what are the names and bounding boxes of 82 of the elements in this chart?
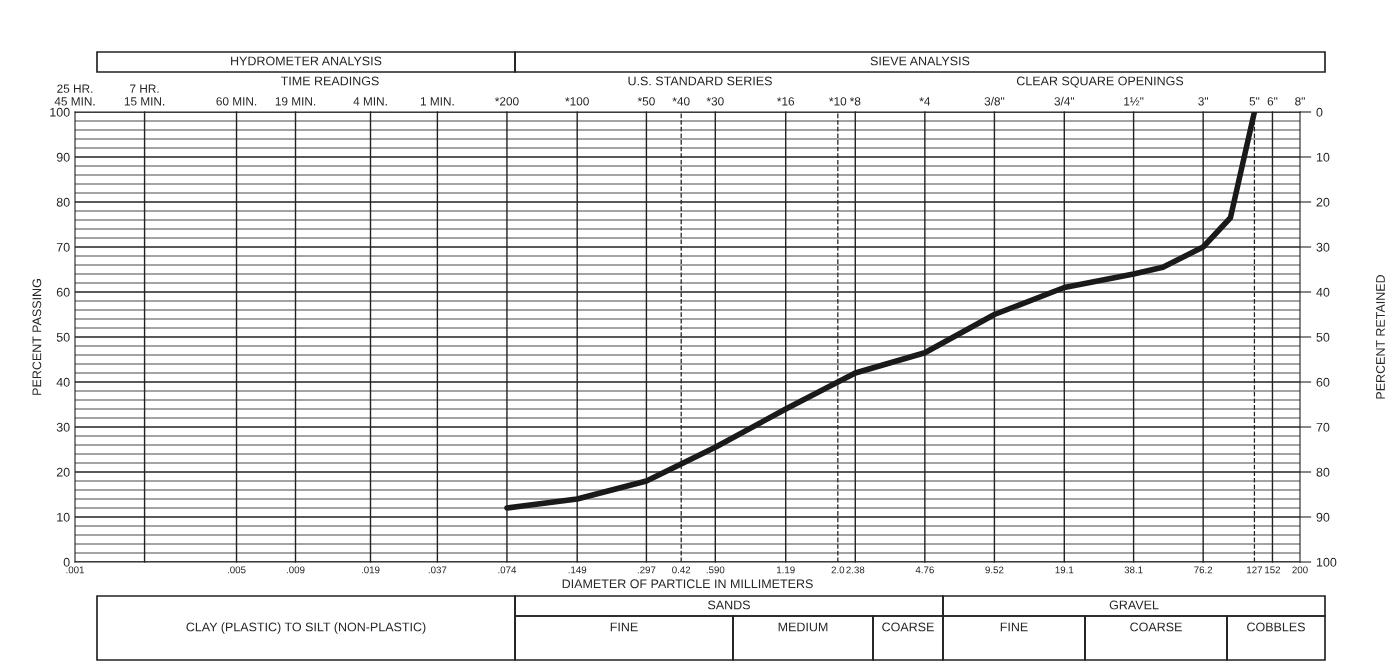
x-tick-label: .001 bbox=[66, 566, 84, 574]
text: HYDROMETER ANALYSIS bbox=[231, 56, 382, 66]
annotation: 3/4" bbox=[1054, 96, 1075, 106]
text: COARSE bbox=[882, 622, 934, 632]
x-tick-label: 0.42 bbox=[672, 566, 691, 574]
text: FINE bbox=[610, 622, 638, 632]
y-tick-label: 100 bbox=[50, 107, 70, 117]
x-tick-label: 38.1 bbox=[1124, 566, 1143, 574]
x-tick-label: 2.0 bbox=[831, 566, 845, 574]
y2-tick-label: 90 bbox=[1316, 512, 1330, 522]
text: TIME READINGS bbox=[280, 76, 379, 86]
y2-tick-label: 0 bbox=[1316, 107, 1323, 117]
x-tick-label: .009 bbox=[286, 566, 305, 574]
text: COBBLES bbox=[1247, 622, 1305, 632]
annotation: 5" bbox=[1249, 97, 1260, 106]
y-tick-label: 0 bbox=[63, 557, 70, 567]
y-tick-label: 90 bbox=[56, 152, 70, 162]
annotation: *16 bbox=[777, 97, 795, 106]
annotation: *4 bbox=[919, 97, 931, 106]
text: 25 HR. 45 MIN. bbox=[54, 84, 95, 106]
text: GRAVEL bbox=[1109, 600, 1159, 610]
x-tick-label: .297 bbox=[637, 566, 656, 574]
y-tick-label: 10 bbox=[57, 512, 70, 522]
text: CLEAR SQUARE OPENINGS bbox=[1016, 76, 1184, 88]
y-tick-label: 60 bbox=[56, 287, 70, 297]
x-tick-label: .590 bbox=[706, 566, 725, 574]
annotation: 1½" bbox=[1124, 97, 1144, 106]
annotation: *30 bbox=[706, 97, 724, 106]
y-tick-label: 20 bbox=[56, 467, 70, 477]
annotation: 7 HR. 15 MIN. bbox=[124, 84, 165, 106]
annotation: *8 bbox=[849, 97, 861, 106]
x-tick-label: 9.52 bbox=[985, 566, 1004, 574]
y2-tick-label: 10 bbox=[1316, 152, 1330, 162]
y-tick-label: 30 bbox=[56, 422, 70, 432]
annotation: 1 MIN. bbox=[420, 97, 454, 106]
x-tick-label: 19.1 bbox=[1055, 566, 1074, 574]
text: SIEVE ANALYSIS bbox=[870, 56, 970, 66]
x-axis-title: DIAMETER OF PARTICLE IN MILLIMETERS bbox=[562, 579, 813, 589]
annotation: *50 bbox=[637, 97, 655, 106]
x-tick-label: .149 bbox=[568, 566, 587, 574]
y2-tick-label: 70 bbox=[1316, 422, 1330, 432]
text: 8" bbox=[1295, 97, 1305, 106]
annotation: *100 bbox=[565, 97, 589, 106]
annotation: 3" bbox=[1198, 97, 1209, 106]
x-tick-label: 127 bbox=[1247, 566, 1263, 574]
y-tick-label: 40 bbox=[56, 377, 70, 387]
text: FINE bbox=[1000, 622, 1028, 632]
x-tick-label: 4.76 bbox=[915, 566, 934, 574]
x-tick-label: 200 bbox=[1292, 566, 1308, 574]
x-tick-label: .005 bbox=[227, 566, 246, 574]
y2-tick-label: 80 bbox=[1316, 467, 1330, 477]
y-tick-label: 50 bbox=[56, 332, 70, 342]
y-axis-title: PERCENT PASSING bbox=[32, 279, 42, 395]
y2-tick-label: 50 bbox=[1316, 332, 1330, 342]
x-tick-label: .019 bbox=[361, 566, 380, 574]
x-tick-label: .037 bbox=[428, 566, 447, 574]
x-tick-label: 2.38 bbox=[846, 566, 865, 574]
x-tick-label: 152 bbox=[1265, 566, 1281, 574]
annotation: 19 MIN. bbox=[275, 97, 316, 106]
text: CLAY (PLASTIC) TO SILT (NON-PLASTIC) bbox=[186, 622, 426, 634]
x-tick-label: .074 bbox=[498, 566, 517, 574]
y2-tick-label: 60 bbox=[1316, 377, 1330, 387]
text: SANDS bbox=[708, 600, 750, 610]
text: MEDIUM bbox=[778, 622, 828, 632]
y-tick-label: 70 bbox=[56, 242, 70, 252]
text: U.S. STANDARD SERIES bbox=[628, 76, 772, 86]
y2-tick-label: 100 bbox=[1316, 557, 1337, 567]
y2-tick-label: 40 bbox=[1316, 287, 1330, 297]
y2-tick-label: 20 bbox=[1316, 197, 1330, 207]
x-tick-label: 1.19 bbox=[777, 566, 795, 574]
annotation: 60 MIN. bbox=[216, 97, 257, 106]
annotation: *10 bbox=[829, 97, 847, 106]
annotation: 6" bbox=[1267, 97, 1278, 106]
y2-tick-label: 30 bbox=[1316, 242, 1330, 252]
annotation: *200 bbox=[495, 97, 519, 106]
annotation: 3/8" bbox=[984, 96, 1005, 106]
x-tick-label: 76.2 bbox=[1194, 566, 1213, 574]
text: COARSE bbox=[1130, 622, 1182, 632]
y2-axis-title: PERCENT RETAINED bbox=[1376, 274, 1385, 399]
y-tick-label: 80 bbox=[56, 197, 70, 207]
annotation: 4 MIN. bbox=[353, 97, 387, 106]
annotation: *40 bbox=[672, 97, 690, 106]
